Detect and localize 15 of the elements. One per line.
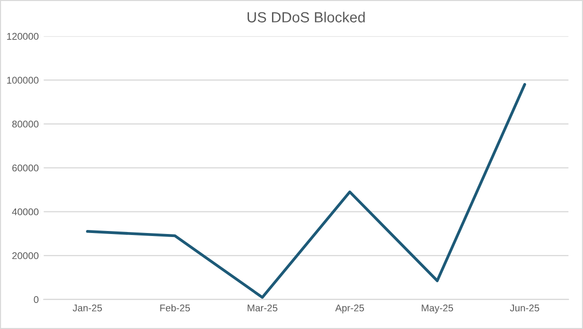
y-tick-label: 40000 [12, 208, 38, 216]
x-tick-label: Apr-25 [335, 304, 364, 314]
y-tick-label: 60000 [12, 164, 38, 172]
y-tick-label: 0 [34, 296, 38, 304]
y-tick-label: 100000 [7, 76, 38, 84]
x-tick-label: Jan-25 [72, 304, 102, 312]
y-tick-label: 80000 [12, 120, 38, 128]
x-tick-label: Mar-25 [248, 304, 278, 312]
y-tick-label: 20000 [12, 252, 38, 260]
y-tick-label: 120000 [7, 32, 38, 40]
x-tick-label: Jun-25 [510, 304, 540, 312]
line-series [86, 83, 526, 299]
x-tick-label: Feb-25 [160, 304, 190, 312]
chart-title: US DDoS Blocked [248, 12, 365, 22]
x-tick-label: May-25 [422, 304, 454, 314]
